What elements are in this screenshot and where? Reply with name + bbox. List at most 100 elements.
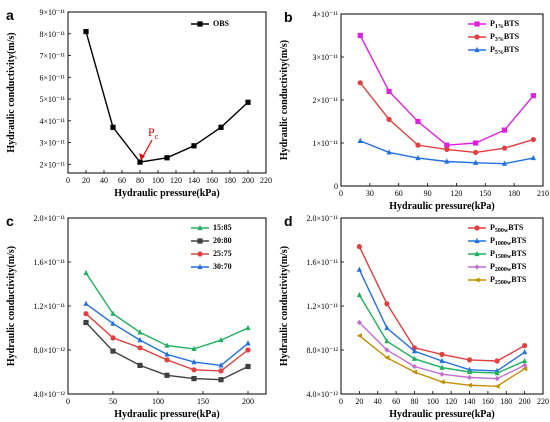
data-point [466, 374, 473, 381]
data-point [444, 142, 450, 148]
data-point [164, 155, 170, 161]
y-tick-label: 5×10⁻¹¹ [39, 95, 65, 104]
panel-label: a [6, 7, 14, 23]
data-point [384, 338, 390, 344]
series-0 [83, 28, 251, 165]
x-tick-label: 200 [519, 397, 531, 406]
series-1 [83, 319, 251, 383]
x-tick-label: 150 [197, 397, 209, 406]
legend-label: 20:80 [213, 236, 232, 245]
data-point [218, 124, 224, 130]
data-point [466, 382, 473, 388]
data-point [522, 362, 528, 368]
panel-d: d 0 20 40 60 80 100 120 140 160 180 200 220 4.0×10⁻¹²… [279, 213, 549, 420]
data-point [444, 158, 450, 164]
y-tick-label: 2×10⁻¹¹ [312, 96, 338, 105]
legend: OBS [191, 19, 230, 28]
x-tick-label: 60 [392, 397, 400, 406]
plot-frame [67, 11, 267, 174]
data-point [164, 342, 170, 348]
data-point [411, 355, 418, 361]
legend-marker [197, 263, 203, 270]
y-tick-label: 0 [334, 182, 338, 191]
legend-label: P2000wBTS [490, 262, 527, 274]
legend-marker [197, 224, 203, 231]
y-tick-label: 1.6×10⁻¹¹ [306, 258, 338, 267]
y-tick-label: 2×10⁻¹¹ [39, 160, 65, 169]
annotation-arrow [141, 139, 153, 159]
data-point [501, 145, 508, 151]
y-tick-label: 4.0×10⁻¹² [33, 390, 65, 399]
legend-label: OBS [213, 19, 230, 28]
y-tick-label: 9×10⁻¹¹ [39, 8, 65, 17]
x-tick-label: 140 [464, 397, 476, 406]
annotation-label: Pc [148, 125, 159, 141]
legend-marker [197, 21, 203, 27]
data-point [494, 376, 500, 382]
series-line [85, 322, 249, 381]
x-tick-label: 200 [242, 176, 254, 185]
data-point [439, 379, 445, 385]
x-tick-label: 200 [242, 397, 254, 406]
y-axis-label: Hydraulic conductivity(m/s) [279, 246, 290, 366]
series-3 [356, 319, 528, 382]
legend-marker [474, 21, 480, 27]
data-point [384, 301, 390, 307]
series-4 [356, 333, 528, 389]
data-point [245, 324, 251, 331]
x-tick-label: 0 [339, 397, 343, 406]
legend-marker [474, 46, 480, 53]
data-point [473, 159, 479, 165]
x-tick-label: 30 [366, 189, 374, 198]
data-point [384, 347, 390, 353]
data-point [191, 376, 197, 382]
legend: P500wBTSP1000wBTSP1500wBTSP2000wBTSP2500… [468, 223, 527, 287]
data-point [386, 88, 392, 94]
data-point [245, 340, 251, 346]
legend: 15:85 20:80 25:75 30:70 [191, 223, 232, 271]
legend-label: 15:85 [213, 223, 232, 232]
x-tick-label: 50 [109, 397, 117, 406]
panel-label: c [6, 213, 14, 229]
y-axis-label: Hydraulic conductivity(m/s) [6, 32, 17, 152]
data-point [530, 136, 536, 143]
data-point [110, 335, 116, 341]
data-point [137, 362, 143, 368]
x-tick-label: 20 [355, 397, 363, 406]
data-point [411, 369, 418, 375]
x-tick-label: 0 [66, 176, 70, 185]
legend-marker [474, 225, 480, 231]
legend-label: P2500wBTS [490, 275, 527, 287]
series-0 [357, 32, 536, 148]
series-0 [83, 269, 251, 351]
data-point [411, 363, 418, 370]
series-2 [83, 311, 251, 374]
data-point [83, 28, 89, 35]
y-tick-label: 8.0×10⁻¹² [33, 346, 65, 355]
series-2 [356, 291, 528, 376]
data-point [522, 343, 528, 349]
data-point [245, 99, 251, 105]
x-tick-label: 120 [170, 176, 182, 185]
x-tick-label: 210 [537, 189, 549, 198]
data-point [191, 345, 197, 351]
data-point [357, 137, 363, 143]
data-point [439, 351, 445, 357]
legend-label: P1000wBTS [490, 236, 527, 248]
legend-marker [474, 34, 480, 40]
data-point [357, 80, 363, 86]
legend-marker [474, 277, 480, 283]
y-tick-label: 4×10⁻¹¹ [312, 10, 338, 19]
data-point [218, 337, 224, 343]
data-point [83, 319, 89, 326]
data-point [522, 357, 528, 364]
data-point [384, 355, 390, 361]
x-tick-label: 150 [479, 189, 491, 198]
x-axis-label: Hydraulic pressure(kPa) [389, 201, 494, 212]
series-2 [357, 137, 536, 166]
x-tick-label: 160 [482, 397, 494, 406]
x-tick-label: 100 [427, 397, 439, 406]
y-axis-label: Hydraulic conductivity(m/s) [279, 40, 290, 160]
data-point [386, 149, 392, 155]
legend-marker [474, 250, 480, 257]
